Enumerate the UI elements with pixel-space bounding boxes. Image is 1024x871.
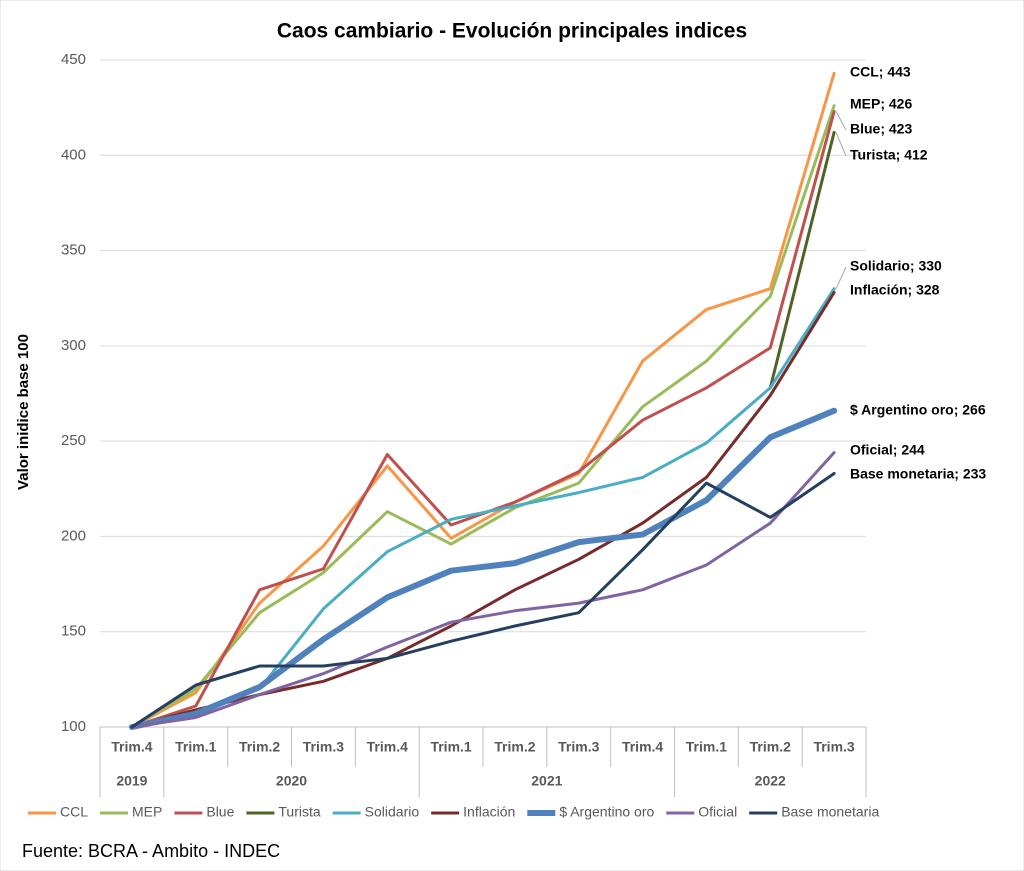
x-tick-label: Trim.3 (558, 739, 599, 755)
data-label: $ Argentino oro; 266 (850, 402, 986, 418)
x-tick-label: Trim.4 (622, 739, 663, 755)
data-label: Solidario; 330 (850, 258, 942, 274)
series-line (130, 71, 836, 729)
x-tick-label: Trim.1 (430, 739, 471, 755)
legend-label: CCL (60, 804, 88, 820)
data-label: Blue; 423 (850, 121, 912, 137)
data-label: Base monetaria; 233 (850, 466, 986, 482)
y-tick-label: 200 (61, 527, 86, 544)
chart-title: Caos cambiario - Evolución principales i… (277, 20, 747, 43)
legend-label: $ Argentino oro (559, 804, 654, 820)
x-tick-label: Trim.4 (367, 739, 408, 755)
x-tick-label: Trim.3 (813, 739, 854, 755)
legend-label: MEP (132, 804, 162, 820)
series-line (768, 130, 836, 390)
x-group-label: 2022 (755, 773, 786, 789)
y-tick-label: 450 (61, 51, 86, 68)
x-tick-label: Trim.2 (239, 739, 280, 755)
y-tick-label: 300 (61, 337, 86, 354)
y-tick-label: 150 (61, 623, 86, 640)
legend-label: Turista (278, 804, 320, 820)
legend-label: Base monetaria (781, 804, 879, 820)
x-tick-label: Trim.4 (111, 739, 152, 755)
y-axis-title: Valor inidice base 100 (15, 334, 32, 490)
legend-label: Oficial (698, 804, 737, 820)
x-tick-label: Trim.2 (494, 739, 535, 755)
series-line (130, 104, 836, 729)
leader-line (835, 132, 847, 157)
source-note: Fuente: BCRA - Ambito - INDEC (22, 841, 280, 861)
data-label: Inflación; 328 (850, 282, 940, 298)
y-tick-label: 100 (61, 718, 86, 735)
y-tick-label: 250 (61, 432, 86, 449)
leader-line (835, 266, 847, 289)
series-line (130, 472, 836, 729)
legend-label: Blue (206, 804, 234, 820)
legend-label: Inflación (463, 804, 515, 820)
x-tick-label: Trim.2 (750, 739, 791, 755)
x-group-label: 2021 (531, 773, 562, 789)
data-label: MEP; 426 (850, 96, 912, 112)
x-group-label: 2019 (116, 773, 147, 789)
data-label: Turista; 412 (850, 147, 928, 163)
leader-line (835, 111, 847, 131)
data-label: Oficial; 244 (850, 442, 925, 458)
legend-label: Solidario (365, 804, 420, 820)
x-tick-label: Trim.3 (303, 739, 344, 755)
y-tick-label: 350 (61, 242, 86, 259)
y-tick-label: 400 (61, 146, 86, 163)
x-tick-label: Trim.1 (175, 739, 216, 755)
x-tick-label: Trim.1 (686, 739, 727, 755)
x-group-label: 2020 (276, 773, 307, 789)
data-label: CCL; 443 (850, 64, 911, 80)
series-line (130, 451, 836, 729)
